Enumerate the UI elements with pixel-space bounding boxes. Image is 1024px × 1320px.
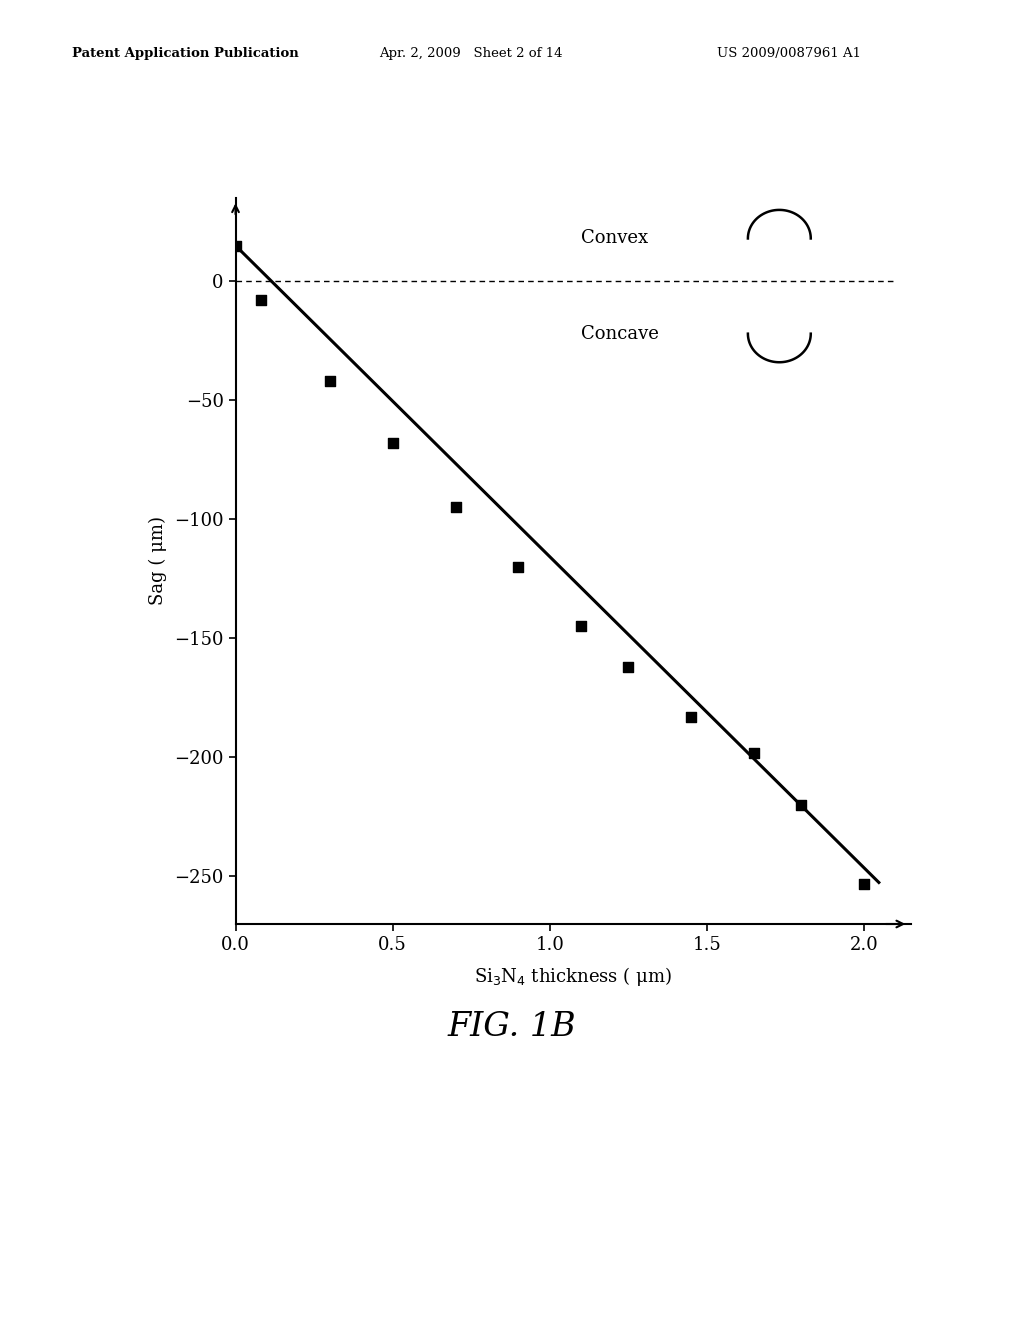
Point bbox=[253, 290, 269, 312]
Point bbox=[746, 742, 763, 763]
Text: Convex: Convex bbox=[582, 230, 648, 247]
Text: FIG. 1B: FIG. 1B bbox=[447, 1011, 577, 1043]
Text: US 2009/0087961 A1: US 2009/0087961 A1 bbox=[717, 46, 861, 59]
Point bbox=[384, 433, 400, 454]
Text: Apr. 2, 2009   Sheet 2 of 14: Apr. 2, 2009 Sheet 2 of 14 bbox=[379, 46, 562, 59]
Point bbox=[322, 371, 338, 392]
Text: Patent Application Publication: Patent Application Publication bbox=[72, 46, 298, 59]
Point bbox=[447, 496, 464, 517]
Y-axis label: Sag ( μm): Sag ( μm) bbox=[148, 516, 167, 606]
Point bbox=[510, 557, 526, 578]
Point bbox=[683, 706, 699, 727]
X-axis label: Si$_3$N$_4$ thickness ( μm): Si$_3$N$_4$ thickness ( μm) bbox=[474, 965, 673, 987]
Point bbox=[573, 616, 590, 638]
Text: Concave: Concave bbox=[582, 325, 659, 343]
Point bbox=[794, 795, 810, 816]
Point bbox=[227, 235, 244, 256]
Point bbox=[856, 873, 872, 894]
Point bbox=[621, 656, 637, 677]
